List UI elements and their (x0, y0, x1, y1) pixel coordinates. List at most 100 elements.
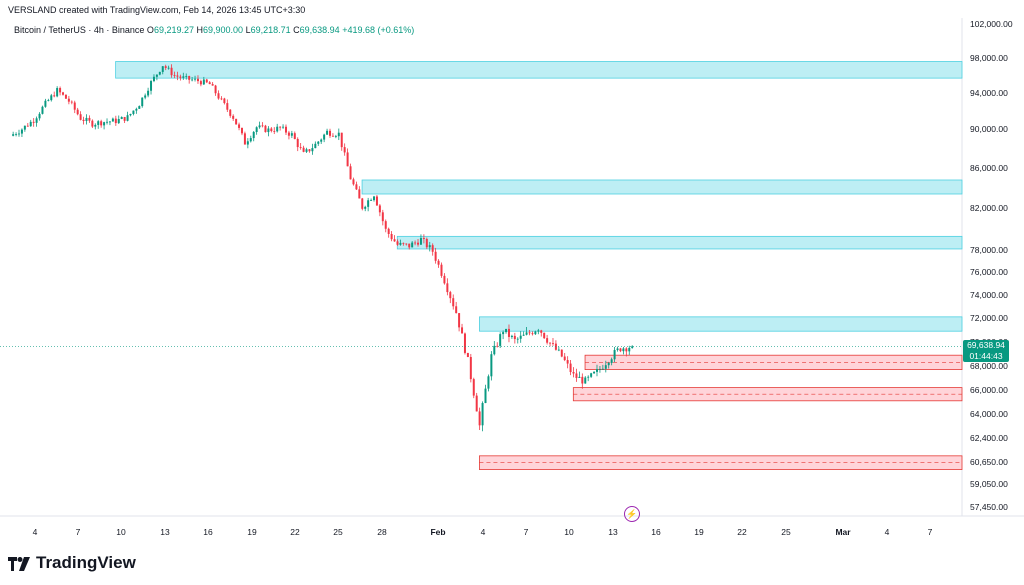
x-tick-label: 10 (116, 527, 126, 537)
candle-body (622, 348, 625, 352)
candle-body (47, 100, 50, 101)
last-price-badge: 69,638.94 01:44:43 (963, 340, 1009, 362)
candle-body (270, 128, 273, 132)
candle-body (343, 147, 346, 153)
candle-body (525, 332, 528, 335)
candle-body (232, 115, 235, 119)
candle-body (323, 134, 326, 140)
candle-body (405, 243, 408, 245)
candle-body (264, 125, 267, 133)
candle-body (155, 74, 158, 77)
candle-body (276, 126, 279, 132)
tradingview-logo: TradingView (8, 553, 136, 573)
candle-body (431, 245, 434, 252)
candle-body (287, 132, 290, 136)
x-tick-label: 19 (694, 527, 704, 537)
candle-body (223, 98, 226, 104)
candle-body (419, 238, 422, 245)
candle-body (604, 365, 607, 369)
candle-body (314, 143, 317, 149)
x-tick-label: 22 (290, 527, 300, 537)
candle-body (358, 189, 361, 199)
candle-body (114, 118, 117, 124)
supply-zone (479, 316, 963, 332)
candle-body (179, 76, 182, 78)
candle-body (557, 349, 560, 351)
candle-body (284, 126, 287, 133)
candle-body (111, 118, 114, 122)
candle-body (73, 102, 76, 110)
x-tick-label: 10 (564, 527, 574, 537)
y-tick-label: 98,000.00 (970, 53, 1008, 63)
x-tick-label: 7 (928, 527, 933, 537)
tradingview-mark-icon (8, 556, 30, 571)
candle-body (367, 200, 370, 207)
candle-body (402, 242, 405, 244)
y-tick-label: 76,000.00 (970, 267, 1008, 277)
candle-body (387, 228, 390, 234)
candle-body (59, 88, 62, 93)
close-value: 69,638.94 (299, 25, 340, 35)
y-tick-label: 68,000.00 (970, 361, 1008, 371)
candle-body (20, 129, 23, 134)
candle-body (296, 138, 299, 148)
candle-body (384, 221, 387, 229)
candle-body (243, 133, 246, 145)
x-tick-label: 25 (781, 527, 791, 537)
candle-body (290, 133, 293, 136)
candle-body (628, 347, 631, 352)
y-tick-label: 78,000.00 (970, 245, 1008, 255)
candle-body (202, 79, 205, 85)
candle-body (311, 148, 314, 152)
candle-body (194, 78, 197, 80)
candle-body (176, 75, 179, 77)
candle-body (505, 328, 508, 333)
candle-body (191, 79, 194, 81)
candle-body (607, 362, 610, 366)
candle-body (399, 242, 402, 245)
y-tick-label: 74,000.00 (970, 290, 1008, 300)
candle-body (475, 395, 478, 412)
candle-body (94, 124, 97, 127)
candle-body (598, 368, 601, 370)
candle-body (208, 82, 211, 85)
candle-body (566, 360, 569, 364)
candle-body (484, 388, 487, 404)
candle-body (32, 121, 35, 123)
candle-body (346, 152, 349, 167)
y-tick-label: 66,000.00 (970, 385, 1008, 395)
candle-body (185, 75, 188, 77)
candle-body (302, 147, 305, 152)
candle-body (446, 283, 449, 293)
candle-body (452, 298, 455, 307)
candle-body (549, 342, 552, 344)
candle-body (408, 243, 411, 248)
candle-body (167, 67, 170, 69)
lightning-icon[interactable]: ⚡ (624, 506, 640, 522)
candle-body (53, 95, 56, 97)
candle-body (393, 239, 396, 242)
candle-body (487, 376, 490, 389)
candle-body (229, 109, 232, 116)
candle-body (64, 94, 67, 99)
candle-body (249, 138, 252, 142)
candle-body (103, 122, 106, 126)
candle-body (282, 126, 285, 128)
candle-body (534, 331, 537, 335)
candle-body (67, 98, 70, 102)
candle-body (554, 343, 557, 350)
candle-body (240, 127, 243, 134)
candle-body (575, 373, 578, 378)
candle-body (381, 212, 384, 222)
candle-body (108, 121, 111, 123)
candle-body (510, 335, 513, 337)
candle-body (273, 131, 276, 132)
candle-body (543, 332, 546, 339)
candle-body (396, 241, 399, 245)
candle-body (205, 79, 208, 83)
candle-body (196, 78, 199, 82)
candle-body (434, 251, 437, 261)
candle-body (340, 132, 343, 148)
candle-body (331, 135, 334, 137)
